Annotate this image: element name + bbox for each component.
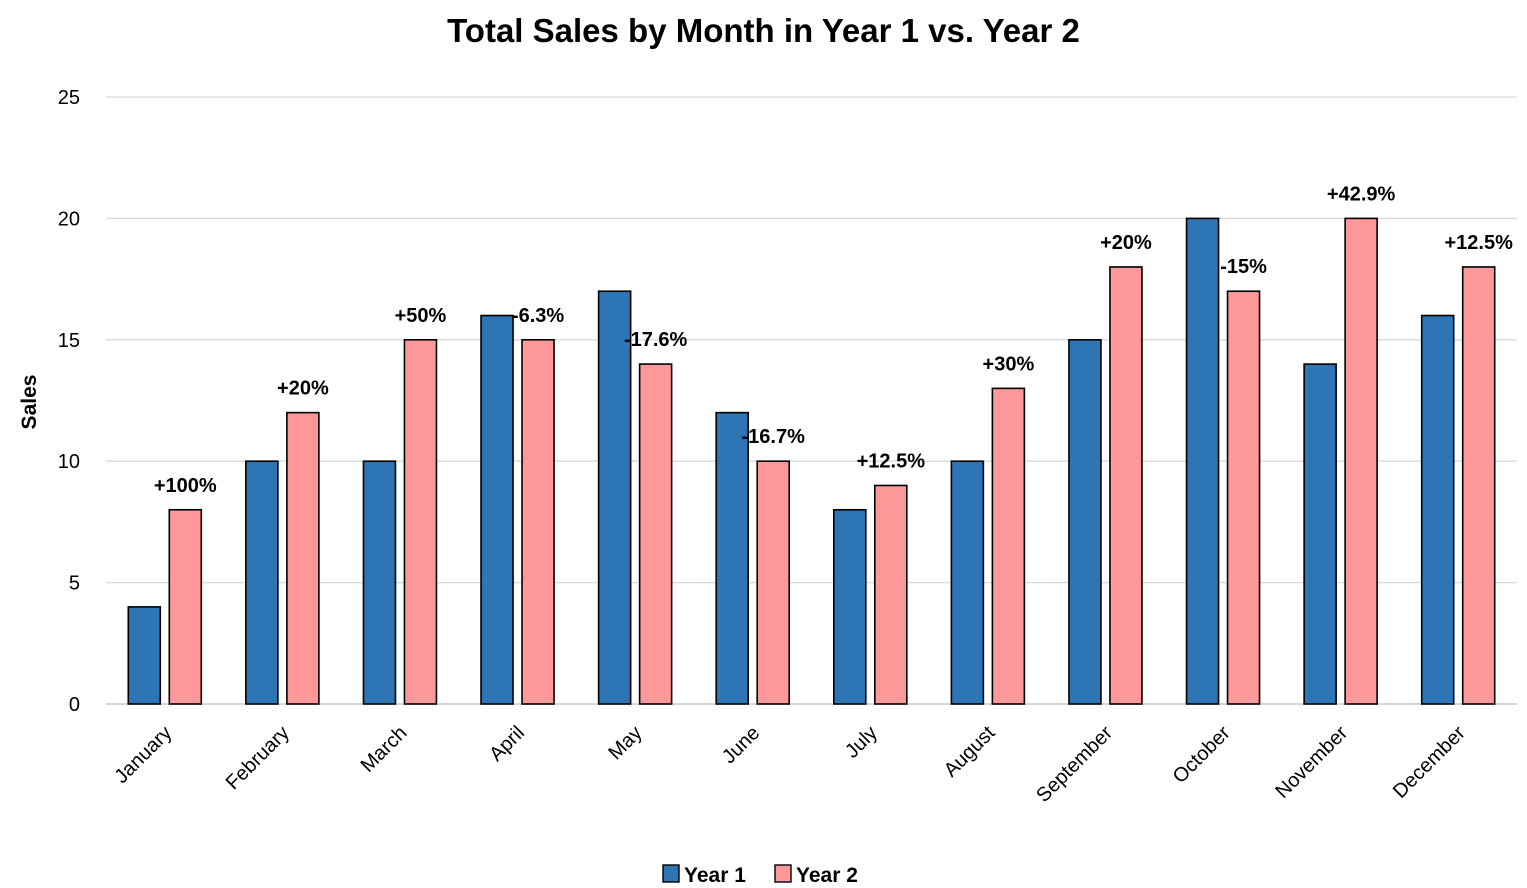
y-tick-label: 0 [69,694,80,716]
gridlines [106,96,1517,705]
bar-year-1 [597,290,632,705]
x-tick-label: February [222,722,294,794]
percent-change-label: +30% [983,353,1035,375]
percent-change-label: +42.9% [1327,183,1396,205]
percent-change-label: -15% [1220,256,1267,278]
bar-year-1 [127,606,162,705]
x-tick-label: November [1271,722,1352,803]
bar-year-1 [1068,338,1102,705]
y-tick-label: 20 [58,208,80,230]
y-axis-label: Sales [18,375,41,430]
x-tick-label: August [940,722,1000,782]
bars [127,217,1496,705]
x-tick-label: September [1032,722,1117,807]
percent-change-label: +12.5% [1445,232,1514,254]
y-axis-ticks: 0 5 10 15 20 25 [58,87,80,716]
bar-year-2 [1344,217,1378,705]
x-tick-label: December [1389,722,1470,803]
bar-year-1 [950,460,985,705]
y-tick-label: 15 [58,330,80,352]
bar-year-1 [362,460,397,705]
percent-change-label: +12.5% [857,450,926,472]
bar-year-1 [1185,217,1220,705]
legend-swatch-year-1 [662,864,680,883]
bar-year-2 [168,508,203,705]
bar-year-1 [1420,314,1455,705]
y-tick-label: 10 [58,451,80,473]
x-tick-label: March [357,722,412,777]
x-tick-label: June [718,722,764,768]
bar-year-2 [756,460,791,705]
y-tick-label: 5 [69,573,80,595]
percent-change-label: -6.3% [512,305,564,327]
bar-year-2 [638,363,673,705]
x-tick-label: October [1169,722,1235,788]
legend-swatch-year-2 [774,864,792,883]
bar-year-2 [1226,290,1261,705]
legend-label-year-1: Year 1 [684,864,746,887]
bar-year-2 [1461,266,1496,705]
legend-label-year-2: Year 2 [796,864,858,887]
bar-year-2 [873,484,908,705]
chart-title: Total Sales by Month in Year 1 vs. Year … [447,12,1080,49]
bar-year-2 [1109,266,1143,705]
percent-change-labels: +100% +20% +50% -6.3% -17.6% -16.7% +12.5% +30%… [154,183,1513,496]
percent-change-label: +100% [154,475,217,497]
percent-change-label: +50% [395,305,447,327]
bar-year-2 [991,387,1026,705]
x-tick-label: April [485,722,529,766]
x-tick-label: May [604,722,646,764]
bar-year-1 [832,508,867,705]
percent-change-label: -16.7% [742,426,806,448]
x-axis-ticks: January February March April May June July Augu… [110,722,1470,807]
bar-year-1 [1303,363,1337,705]
x-tick-label: July [841,722,882,763]
y-tick-label: 25 [58,87,80,109]
bar-year-1 [480,314,514,705]
legend: Year 1 Year 2 [662,864,858,887]
percent-change-label: -17.6% [624,329,688,351]
percent-change-label: +20% [1100,232,1152,254]
bar-year-2 [521,338,555,705]
bar-year-2 [403,338,438,705]
bar-year-2 [286,411,320,705]
bar-year-1 [245,460,279,705]
x-tick-label: January [110,722,176,788]
bar-year-1 [715,411,750,705]
percent-change-label: +20% [277,378,329,400]
